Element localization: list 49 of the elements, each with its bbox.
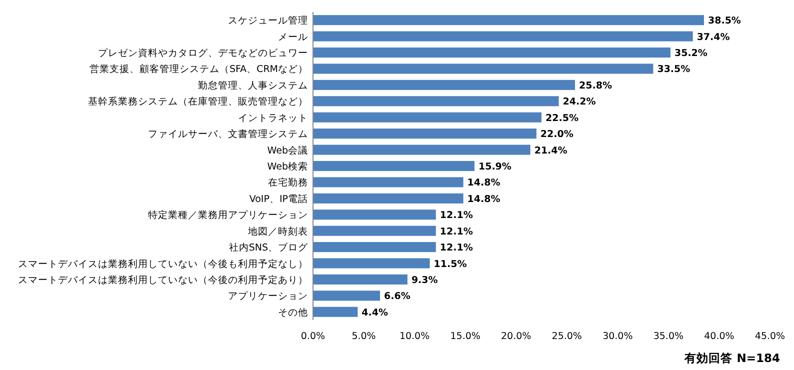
y-tick-label: ファイルサーバ、文書管理システム — [148, 128, 308, 140]
x-tick-label: 25.0% — [552, 331, 582, 342]
data-label: 22.5% — [546, 112, 579, 124]
x-tick-label: 0.0% — [300, 331, 326, 342]
data-label: 12.1% — [440, 210, 474, 222]
y-tick-label: スマートデバイスは業務利用していない（今後も利用予定なし） — [18, 258, 308, 270]
data-label: 14.8% — [467, 178, 501, 189]
data-label: 15.9% — [478, 162, 512, 172]
y-tick-label: 基幹系業務システム（在庫管理、販売管理など） — [88, 96, 308, 108]
y-tick-label: その他 — [278, 306, 308, 318]
y-tick-label: イントラネット — [238, 112, 308, 124]
y-tick-label: 社内SNS、ブログ — [228, 242, 309, 254]
x-tick-label: 5.0% — [352, 331, 376, 342]
y-tick-label: Web検索 — [267, 160, 308, 172]
y-tick-label: Web会議 — [267, 144, 308, 156]
text: 有効回答 N=184 — [684, 351, 780, 365]
data-label: 11.5% — [434, 258, 468, 270]
data-label: 38.5% — [708, 16, 742, 27]
data-label: 33.5% — [657, 64, 691, 76]
data-label: 6.6% — [384, 291, 411, 302]
data-label: 14.8% — [467, 194, 501, 205]
y-tick-label: メール — [278, 32, 308, 43]
y-tick-label: 勤怠管理、人事システム — [198, 79, 308, 92]
data-label: 35.2% — [674, 48, 708, 60]
y-tick-label: 営業支援、顧客管理システム（SFA、CRMなど） — [89, 63, 308, 76]
data-label: 24.2% — [562, 96, 596, 108]
data-label: 22.0% — [540, 129, 574, 140]
data-label: 9.3% — [411, 274, 438, 286]
y-tick-label: スマートデバイスは業務利用していない（今後の利用予定あり） — [18, 274, 308, 286]
data-label: 12.1% — [440, 226, 474, 238]
y-tick-label: プレゼン資料やカタログ、デモなどのビュワー — [98, 47, 308, 60]
y-tick-label: 特定業種／業務用アプリケーション — [148, 209, 308, 222]
x-tick-label: 15.0% — [450, 331, 480, 342]
data-label: 12.1% — [440, 242, 474, 254]
data-label: 25.8% — [579, 80, 612, 92]
y-tick-label: VoIP、IP電話 — [249, 192, 308, 205]
x-tick-label: 20.0% — [501, 331, 532, 342]
x-tick-label: 10.0% — [399, 331, 430, 342]
x-tick-label: 40.0% — [704, 331, 734, 342]
x-tick-label: 35.0% — [653, 331, 684, 342]
data-label: 21.4% — [534, 145, 568, 156]
y-tick-label: アプリケーション — [228, 290, 308, 302]
data-label: 37.4% — [696, 32, 730, 43]
data-label: 4.4% — [362, 307, 389, 318]
y-tick-label: 在宅勤務 — [268, 176, 308, 189]
y-tick-label: スケジュール管理 — [228, 16, 308, 27]
x-tick-label: 45.0% — [754, 331, 786, 342]
x-tick-label: 30.0% — [602, 331, 633, 342]
y-tick-label: 地図／時刻表 — [247, 225, 308, 238]
